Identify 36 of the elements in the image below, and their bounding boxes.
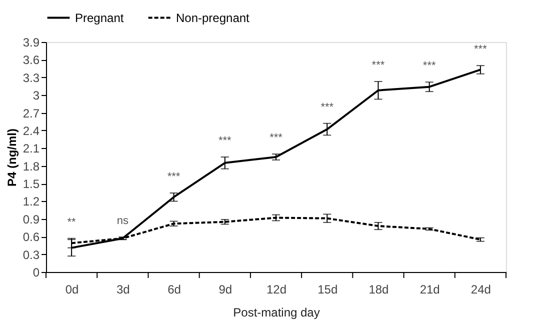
legend-label: Pregnant [75,10,124,25]
annotation: *** [320,101,334,114]
annotation: *** [167,170,181,183]
y-tick-label: 0.3 [22,248,40,262]
annotation: ns [116,215,129,228]
annotation: ** [67,216,77,228]
y-tick-label: 0.9 [22,212,40,226]
x-tick-label: 18d [368,282,389,296]
y-tick-label: 2.4 [22,124,40,138]
y-tick-label: 2.1 [22,142,40,156]
annotation: *** [422,60,436,72]
y-tick-label: 0 [32,266,40,280]
y-axis-title: P4 (ng/ml) [4,128,19,187]
y-tick-label: 1.5 [22,177,40,192]
x-tick-label: 6d [168,282,181,296]
y-tick-label: 1.8 [22,159,40,174]
y-tick-label: 3.6 [22,53,40,68]
y-tick-label: 1.2 [22,194,40,209]
x-tick-label: 15d [318,282,338,296]
annotation: *** [372,60,386,72]
x-tick-label: 3d [116,282,130,296]
annotation: *** [218,135,232,147]
annotation: *** [474,44,488,56]
x-tick-label: 21d [420,282,440,296]
legend-label: Non-pregnant [176,10,250,25]
x-tick-label: 12d [266,282,287,296]
x-tick-label: 24d [470,282,491,296]
y-tick-label: 3 [32,88,40,103]
y-tick-label: 3.9 [22,36,40,50]
y-tick-label: 3.3 [22,70,40,85]
y-tick-label: 0.6 [22,230,40,244]
x-tick-label: 0d [65,282,79,296]
y-tick-label: 2.7 [22,106,40,120]
x-tick-label: 9d [218,282,232,296]
annotation: *** [270,132,284,144]
x-axis-title: Post-mating day [233,306,320,320]
